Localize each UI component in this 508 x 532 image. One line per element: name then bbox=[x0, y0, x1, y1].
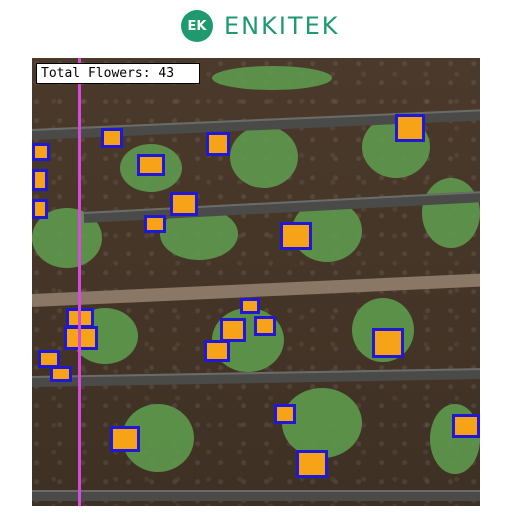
flower-detection-box bbox=[280, 222, 312, 250]
flower-detection-box bbox=[144, 215, 166, 233]
flower-detection-box bbox=[110, 426, 140, 452]
flower-detection-image: Total Flowers: 43 bbox=[32, 58, 480, 506]
flower-detection-box bbox=[38, 350, 60, 368]
brand-name: ENKITEK bbox=[224, 12, 340, 40]
flower-detection-box bbox=[395, 114, 425, 142]
flower-detection-box bbox=[372, 328, 404, 358]
plant bbox=[230, 126, 298, 188]
flower-detection-box bbox=[32, 143, 50, 161]
flower-detection-box bbox=[254, 316, 276, 336]
irrigation-pipe bbox=[32, 490, 480, 501]
flower-detection-box bbox=[240, 298, 260, 314]
flower-detection-box bbox=[32, 169, 48, 191]
counting-line bbox=[78, 58, 81, 506]
flower-detection-box bbox=[204, 340, 230, 362]
flower-detection-box bbox=[64, 326, 98, 350]
flower-detection-box bbox=[206, 132, 230, 156]
flower-detection-box bbox=[170, 192, 198, 216]
plant bbox=[422, 178, 480, 248]
flower-detection-box bbox=[220, 318, 246, 342]
total-flowers-counter: Total Flowers: 43 bbox=[36, 63, 200, 84]
plant bbox=[212, 66, 332, 90]
flower-detection-box bbox=[101, 128, 123, 148]
flower-detection-box bbox=[452, 414, 480, 438]
enkitek-logo-icon: EK bbox=[181, 10, 213, 42]
brand-header: EK ENKITEK bbox=[0, 0, 508, 58]
flower-detection-box bbox=[32, 199, 48, 219]
flower-detection-box bbox=[274, 404, 296, 424]
flower-detection-box bbox=[50, 366, 72, 382]
flower-detection-box bbox=[296, 450, 328, 478]
flower-detection-box bbox=[137, 154, 165, 176]
